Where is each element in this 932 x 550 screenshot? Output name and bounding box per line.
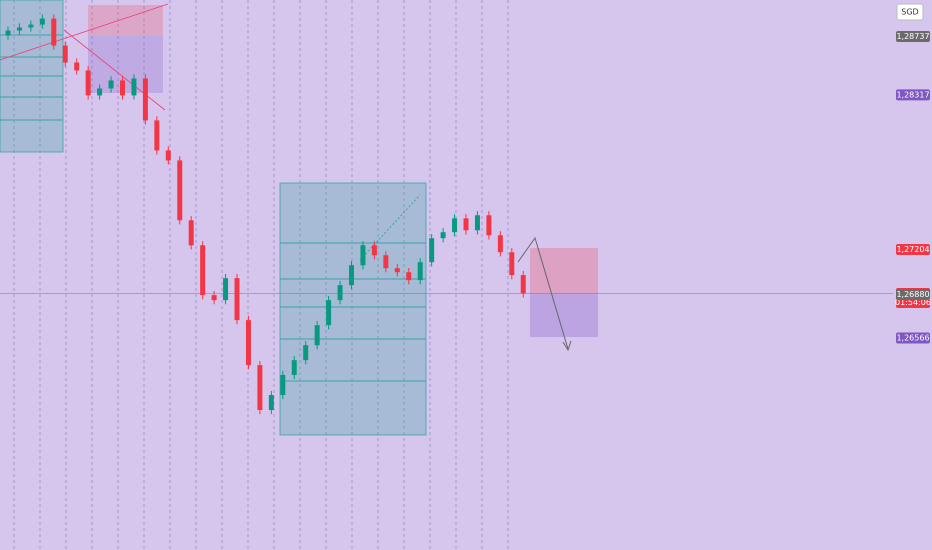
candle-body: [417, 262, 423, 281]
price-label: 1,28317: [896, 90, 929, 99]
candle-body: [188, 220, 194, 246]
candle-body: [108, 80, 114, 89]
candle-body: [97, 88, 103, 96]
price-label-bg: [896, 89, 930, 101]
candle-body: [520, 275, 526, 294]
candle-body: [223, 278, 229, 301]
candle-body: [360, 245, 366, 266]
candle-body: [39, 18, 45, 25]
price-label: 1,26566: [896, 334, 929, 343]
candle-body: [486, 215, 492, 236]
drawings: [0, 0, 598, 436]
candle-body: [463, 218, 469, 231]
price-label-bg: [896, 31, 930, 43]
candle-body: [211, 295, 217, 301]
price-label-bg: [896, 243, 930, 255]
candle-body: [177, 160, 183, 221]
candle-body: [257, 365, 263, 410]
candle-body: [406, 272, 412, 281]
candle-body: [85, 70, 91, 96]
candle-body: [28, 24, 34, 28]
candle-body: [200, 245, 206, 296]
candle-body: [371, 245, 377, 256]
candle-body: [326, 300, 332, 326]
price-label: 1,27204: [896, 245, 929, 254]
candle-body: [5, 30, 11, 36]
candle-body: [349, 265, 354, 286]
candle-body: [142, 78, 148, 121]
candle-body: [509, 252, 515, 276]
candle-body: [154, 120, 160, 151]
candle-body: [165, 150, 171, 161]
candle-body: [120, 80, 125, 96]
price-label: 1,28737: [896, 32, 929, 41]
candle-body: [394, 268, 400, 273]
candle-body: [440, 232, 446, 239]
price-label: 1,26880: [896, 290, 929, 299]
candle-body: [245, 320, 251, 366]
candle-body: [474, 215, 480, 231]
candle-body: [303, 345, 309, 361]
candle-body: [74, 62, 80, 71]
candle-body: [452, 218, 458, 233]
candle-body: [16, 27, 22, 31]
candle-body: [497, 235, 503, 253]
price-label-bg: [896, 288, 930, 300]
candle-body: [314, 325, 320, 346]
price-label-bg: [896, 332, 930, 344]
candle-body: [429, 238, 435, 263]
candle-body: [51, 18, 57, 46]
session-lines: [13, 0, 509, 550]
candle-body: [62, 45, 68, 63]
currency-button[interactable]: [896, 3, 924, 21]
currency: SGD: [901, 8, 918, 17]
candle-body: [280, 375, 286, 395]
candle-body: [268, 395, 274, 410]
candle-body: [234, 278, 240, 321]
countdown: 01:54:06: [895, 298, 931, 307]
candle-body: [383, 255, 389, 269]
candle-body: [337, 285, 343, 301]
candle-body: [291, 360, 297, 375]
candle-body: [131, 78, 137, 96]
price-axis: [893, 0, 932, 550]
